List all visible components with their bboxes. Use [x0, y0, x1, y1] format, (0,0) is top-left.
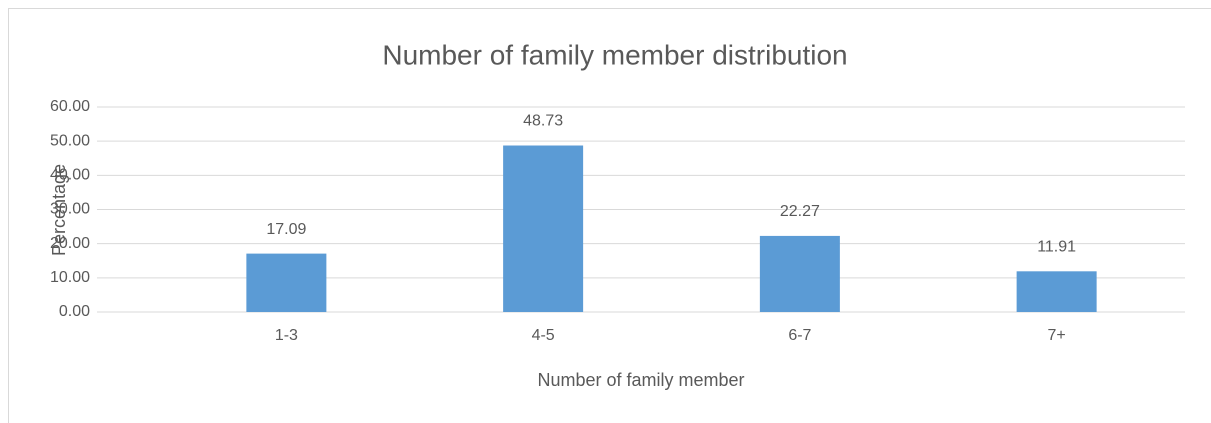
x-tick-label: 4-5: [532, 327, 555, 344]
y-tick-label: 20.00: [50, 235, 90, 252]
y-tick-label: 30.00: [50, 201, 90, 218]
bar: [246, 253, 327, 312]
chart-border: [8, 8, 1211, 423]
y-tick-label: 0.00: [59, 303, 90, 320]
data-label: 48.73: [523, 113, 563, 130]
y-tick-label: 40.00: [50, 167, 90, 184]
x-tick-label: 7+: [1048, 327, 1066, 344]
x-tick-label: 6-7: [788, 327, 811, 344]
bar: [759, 235, 840, 312]
data-label: 11.91: [1037, 239, 1076, 256]
bar: [1016, 271, 1097, 312]
data-label: 17.09: [266, 221, 306, 238]
x-tick-label: 1-3: [275, 327, 298, 344]
x-axis-label: Number of family member: [537, 370, 744, 390]
y-tick-label: 10.00: [50, 269, 90, 286]
chart-title: Number of family member distribution: [382, 39, 847, 70]
y-tick-label: 60.00: [50, 98, 90, 115]
y-axis-label: Percentage: [49, 164, 69, 256]
data-label: 22.27: [780, 203, 820, 220]
y-tick-label: 50.00: [50, 132, 90, 149]
bar: [503, 145, 584, 312]
